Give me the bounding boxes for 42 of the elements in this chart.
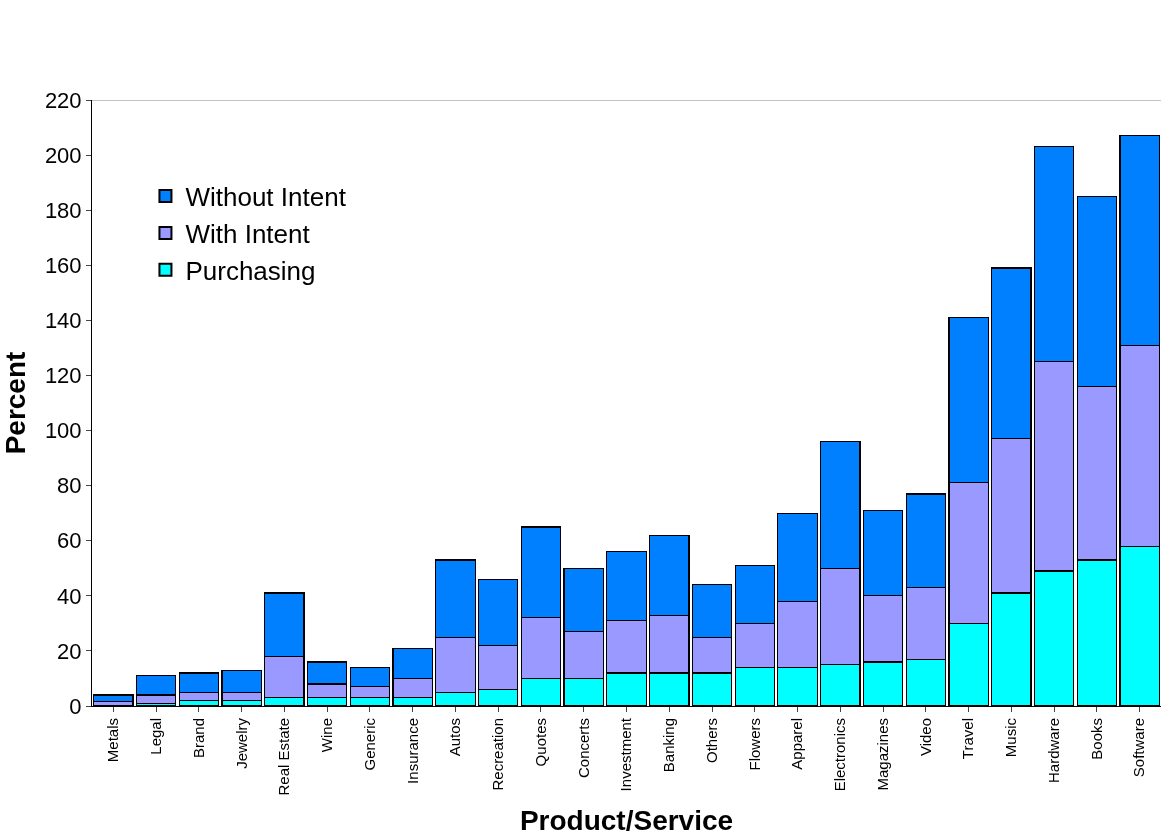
x-tick-label: Banking [660,718,678,773]
x-tick-label: Autos [446,718,464,757]
x-tick-label: Video [916,718,934,757]
x-tick-label: Brand [189,718,207,759]
x-tick-label: Flowers [745,718,763,771]
x-tick-label: Electronics [831,718,849,792]
x-tick-label: Quotes [531,718,549,767]
legend-label: Without Intent [185,182,347,213]
y-tick-label: 200 [44,142,82,168]
y-tick-label: 180 [44,197,82,223]
y-tick-label: 220 [44,87,82,113]
y-tick-label: 100 [44,418,82,444]
x-axis-title: Product/Service [519,804,734,836]
x-tick-label: Real Estate [275,718,293,796]
legend-label: Purchasing [185,255,316,286]
y-tick-label: 120 [44,363,82,389]
x-tick-label: Hardware [1044,718,1062,784]
y-axis-title: Percent [0,351,31,455]
x-tick-label: Legal [147,718,165,755]
x-tick-label: Music [1002,717,1020,758]
y-tick-label: 60 [57,528,82,554]
y-tick-label: 20 [57,638,82,664]
x-tick-label: Books [1087,718,1105,760]
x-tick-label: Concerts [574,718,592,779]
y-tick-label: 160 [44,252,82,278]
x-tick-label: Others [702,718,720,764]
legend-label: With Intent [185,219,311,250]
x-tick-label: Wine [318,718,336,753]
x-tick-label: Travel [959,718,977,760]
x-tick-label: Investment [617,717,635,792]
x-tick-label: Software [1130,718,1148,778]
x-tick-label: Magazines [873,718,891,791]
y-tick-label: 80 [57,473,82,499]
x-tick-label: Generic [360,717,378,771]
y-tick-label: 0 [69,693,82,719]
x-tick-label: Recreation [489,718,507,791]
y-tick-label: 140 [44,308,82,334]
x-tick-label: Metals [104,718,122,763]
x-tick-label: Apparel [788,718,806,770]
x-tick-label: Insurance [403,718,421,784]
y-tick-label: 40 [57,583,82,609]
x-tick-label: Jewelry [232,717,250,769]
